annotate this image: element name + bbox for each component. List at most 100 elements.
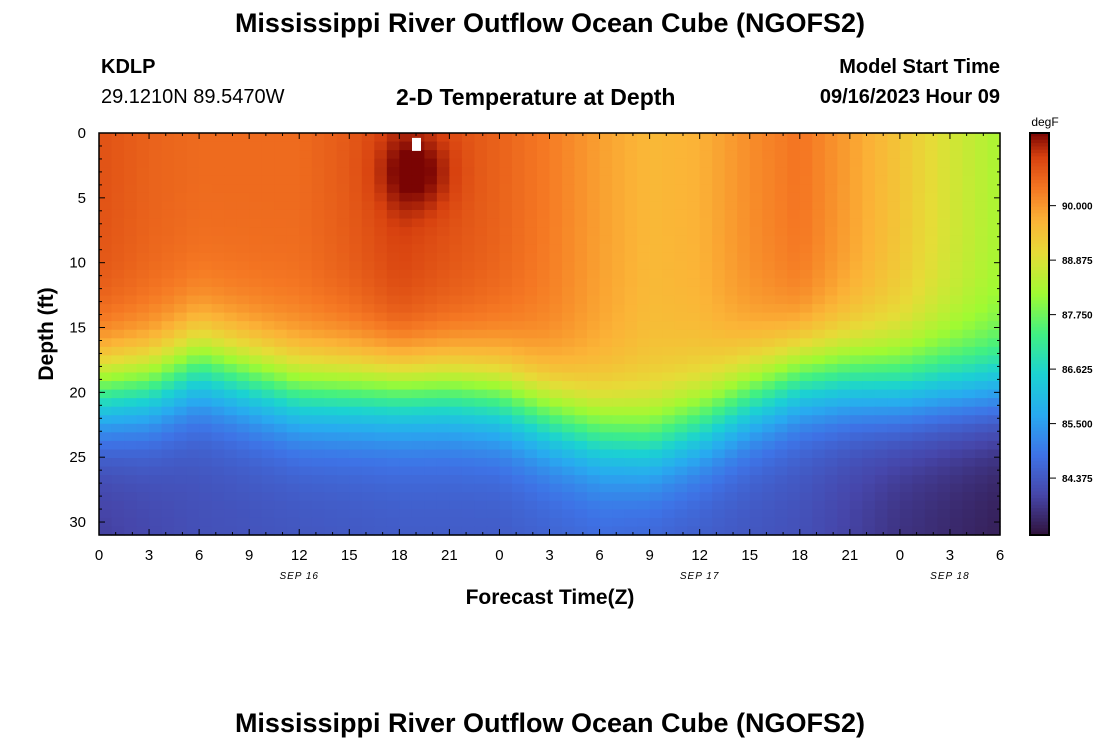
heatmap-cell [211,295,225,305]
heatmap-cell [987,381,1001,391]
heatmap-cell [324,133,338,143]
heatmap-cell [837,304,851,314]
heatmap-cell [249,423,263,433]
heatmap-cell [762,355,776,365]
heatmap-cell [461,423,476,433]
heatmap-cell [224,158,238,168]
heatmap-cell [499,509,513,519]
heatmap-cell [449,158,463,168]
heatmap-cell [824,167,838,177]
heatmap-cell [799,526,813,536]
heatmap-cell [236,192,250,203]
heatmap-cell [987,509,1001,519]
heatmap-cell [274,209,288,220]
heatmap-cell [674,184,688,194]
heatmap-cell [499,201,513,211]
heatmap-cell [536,492,551,502]
heatmap-cell [724,227,738,237]
heatmap-cell [724,449,738,459]
heatmap-cell [349,346,363,356]
heatmap-cell [924,466,939,476]
heatmap-cell [637,440,651,451]
heatmap-cell [174,500,188,510]
heatmap-cell [674,209,688,220]
heatmap-cell [824,526,838,536]
heatmap-cell [712,458,726,468]
heatmap-cell [724,209,738,220]
heatmap-cell [599,312,613,322]
heatmap-cell [161,432,175,442]
heatmap-cell [399,227,413,237]
heatmap-cell [799,483,813,493]
heatmap-cell [649,192,663,203]
heatmap-cell [261,440,275,451]
heatmap-cell [361,312,375,322]
heatmap-cell [637,295,651,305]
heatmap-cell [549,218,563,228]
heatmap-cell [812,329,826,339]
heatmap-cell [186,483,200,493]
heatmap-cell [536,458,551,468]
heatmap-cell [662,500,676,510]
heatmap-cell [937,338,951,348]
heatmap-cell [762,398,776,408]
heatmap-cell [737,261,751,271]
heatmap-cell [574,235,588,245]
heatmap-cell [349,526,363,536]
heatmap-cell [549,312,563,322]
heatmap-cell [574,133,588,143]
heatmap-cell [449,423,463,433]
heatmap-cell [824,201,838,211]
heatmap-cell [361,423,375,433]
heatmap-cell [474,235,488,245]
colorbar-segment [1030,447,1049,452]
heatmap-cell [286,389,300,399]
heatmap-cell [286,466,300,476]
heatmap-cell [899,167,913,177]
heatmap-cell [599,295,613,305]
heatmap-cell [662,398,676,408]
heatmap-cell [474,244,488,254]
heatmap-cell [787,133,801,143]
heatmap-cell [699,295,713,305]
heatmap-cell [261,244,275,254]
heatmap-cell [336,406,350,416]
heatmap-cell [311,286,325,297]
heatmap-cell [962,141,976,151]
heatmap-cell [837,509,851,519]
heatmap-cell [637,415,651,425]
heatmap-cell [837,192,851,203]
heatmap-cell [149,458,163,468]
heatmap-cell [199,227,213,237]
heatmap-cell [249,398,263,408]
heatmap-cell [837,329,851,339]
heatmap-cell [674,346,688,356]
heatmap-cell [774,346,788,356]
heatmap-cell [349,150,363,160]
heatmap-cell [524,423,538,433]
heatmap-cell [624,398,638,408]
heatmap-cell [824,227,838,237]
heatmap-cell [149,252,163,262]
heatmap-cell [712,432,726,442]
heatmap-cell [536,475,551,485]
heatmap-cell [499,235,513,245]
colorbar-tick-label: 90.000 [1062,202,1093,213]
heatmap-cell [211,244,225,254]
heatmap-cell [374,398,388,408]
heatmap-cell [486,209,501,220]
heatmap-cell [399,218,413,228]
heatmap-cell [949,141,964,151]
heatmap-cell [587,209,601,220]
heatmap-cell [474,372,488,382]
heatmap-cell [799,201,813,211]
heatmap-cell [574,406,588,416]
colorbar-segment [1030,414,1049,419]
heatmap-cell [186,192,200,203]
heatmap-cell [887,381,901,391]
heatmap-cell [274,423,288,433]
heatmap-cell [899,500,913,510]
heatmap-cell [524,235,538,245]
heatmap-cell [937,423,951,433]
heatmap-cell [424,304,438,314]
